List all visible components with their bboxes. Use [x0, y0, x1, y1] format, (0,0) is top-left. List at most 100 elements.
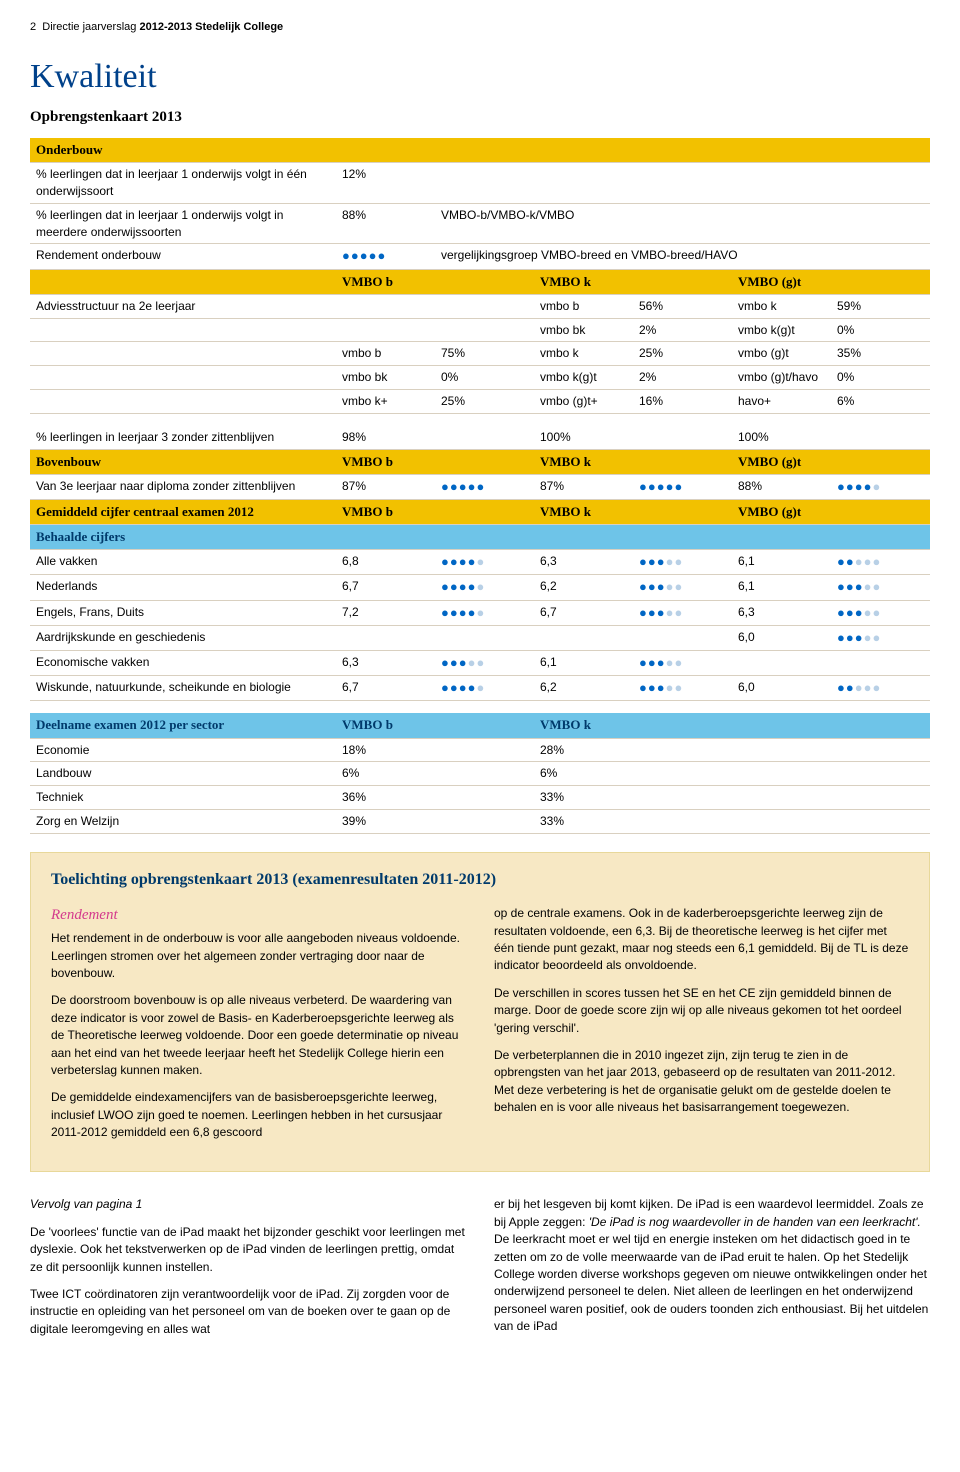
dots-icon: ●●●●● — [837, 605, 881, 620]
deelname-header: Deelname examen 2012 per sector — [30, 713, 336, 738]
cell — [633, 762, 732, 786]
para: De gemiddelde eindexamencijfers van de b… — [51, 1089, 466, 1141]
cell: 6,3 — [732, 600, 831, 625]
cell: vmbo k — [534, 342, 633, 366]
cell: vmbo b — [336, 342, 435, 366]
cell: 6% — [831, 389, 930, 413]
cell: vmbo k(g)t — [732, 318, 831, 342]
rendement-heading: Rendement — [51, 905, 466, 926]
cell: havo+ — [732, 389, 831, 413]
footer-continuation: Vervolg van pagina 1 De 'voorlees' funct… — [30, 1196, 930, 1348]
cell: 6,3 — [336, 651, 435, 676]
dots-icon: ●●●●● — [639, 479, 683, 494]
cell: 25% — [435, 389, 534, 413]
row-label: % leerlingen in leerjaar 3 zonder zitten… — [30, 426, 336, 449]
cell: 56% — [633, 294, 732, 318]
cell: 6% — [336, 762, 435, 786]
info-right-col: op de centrale examens. Ook in de kaderb… — [494, 905, 909, 1151]
cell: 75% — [435, 342, 534, 366]
cell: vmbo k(g)t — [534, 366, 633, 390]
page-num: 2 — [30, 21, 36, 33]
cell: 28% — [534, 738, 633, 762]
cell — [633, 738, 732, 762]
cell: Wiskunde, natuurkunde, scheikunde en bio… — [30, 676, 336, 701]
dots-icon: ●●●●● — [837, 479, 881, 494]
cell: 33% — [534, 786, 633, 810]
cell: 25% — [633, 342, 732, 366]
main-title: Kwaliteit — [30, 53, 930, 101]
cell: 18% — [336, 738, 435, 762]
cell: Engels, Frans, Duits — [30, 600, 336, 625]
cell: 6,2 — [534, 575, 633, 600]
dots-icon: ●●●●● — [342, 248, 386, 263]
dots-icon: ●●●●● — [837, 630, 881, 645]
cell: 6,1 — [534, 651, 633, 676]
para: De verbeterplannen die in 2010 ingezet z… — [494, 1047, 909, 1117]
cell: 7,2 — [336, 600, 435, 625]
cell — [831, 738, 930, 762]
cell: Landbouw — [30, 762, 336, 786]
cell — [435, 809, 534, 833]
para: op de centrale examens. Ook in de kaderb… — [494, 905, 909, 975]
year: 2012-2013 — [139, 21, 192, 33]
para: Twee ICT coördinatoren zijn verantwoorde… — [30, 1286, 466, 1338]
dots-icon: ●●●●● — [441, 655, 485, 670]
cell — [732, 738, 831, 762]
cell: 35% — [831, 342, 930, 366]
cell: 6,7 — [336, 575, 435, 600]
boven-header: Bovenbouw — [30, 449, 336, 474]
para: De verschillen in scores tussen het SE e… — [494, 985, 909, 1037]
page-header: 2 Directie jaarverslag 2012-2013 Stedeli… — [30, 20, 930, 35]
dots-icon: ●●●●● — [441, 579, 485, 594]
dots-icon: ●●●●● — [837, 680, 881, 695]
cell — [732, 762, 831, 786]
cell — [633, 809, 732, 833]
cell: vmbo k+ — [336, 389, 435, 413]
info-box: Toelichting opbrengstenkaart 2013 (exame… — [30, 852, 930, 1173]
cell — [336, 318, 435, 342]
dots-icon: ●●●●● — [837, 554, 881, 569]
cell: Economische vakken — [30, 651, 336, 676]
gem-header: Gemiddeld cijfer centraal examen 2012 — [30, 499, 336, 524]
cell: 59% — [831, 294, 930, 318]
para: De doorstroom bovenbouw is op alle nivea… — [51, 992, 466, 1079]
dots-icon: ●●●●● — [441, 554, 485, 569]
para: Het rendement in de onderbouw is voor al… — [51, 930, 466, 982]
cell: 36% — [336, 786, 435, 810]
cell — [732, 809, 831, 833]
footer-right-para: er bij het lesgeven bij komt kijken. De … — [494, 1196, 930, 1335]
onderbouw-table: Onderbouw % leerlingen dat in leerjaar 1… — [30, 138, 930, 414]
deelname-table: Deelname examen 2012 per sector VMBO b V… — [30, 713, 930, 833]
cell: 0% — [831, 318, 930, 342]
cell — [336, 294, 435, 318]
cell: 6,8 — [336, 550, 435, 575]
advies-label: Adviesstructuur na 2e leerjaar — [30, 294, 336, 318]
subtitle: Opbrengstenkaart 2013 — [30, 107, 930, 128]
col-b: VMBO b — [336, 269, 534, 294]
info-left-col: Rendement Het rendement in de onderbouw … — [51, 905, 466, 1151]
cell: Economie — [30, 738, 336, 762]
col-gt: VMBO (g)t — [732, 269, 930, 294]
cell — [435, 294, 534, 318]
cell — [831, 762, 930, 786]
val: 12% — [336, 163, 435, 204]
cell: 6,0 — [732, 676, 831, 701]
dots-icon: ●●●●● — [441, 605, 485, 620]
cell: 6,1 — [732, 575, 831, 600]
cell: 6,1 — [732, 550, 831, 575]
cell: Nederlands — [30, 575, 336, 600]
dots-icon: ●●●●● — [837, 579, 881, 594]
doc-title: Directie jaarverslag — [42, 21, 136, 33]
cell: Techniek — [30, 786, 336, 810]
dots-icon: ●●●●● — [639, 579, 683, 594]
cell: Aardrijkskunde en geschiedenis — [30, 625, 336, 650]
cell: vmbo bk — [534, 318, 633, 342]
cell: Zorg en Welzijn — [30, 809, 336, 833]
cell — [435, 318, 534, 342]
cell: 6% — [534, 762, 633, 786]
cell: vmbo k — [732, 294, 831, 318]
cell: vmbo (g)t/havo — [732, 366, 831, 390]
cell — [633, 786, 732, 810]
dots-icon: ●●●●● — [639, 605, 683, 620]
vervolg-label: Vervolg van pagina 1 — [30, 1196, 466, 1213]
